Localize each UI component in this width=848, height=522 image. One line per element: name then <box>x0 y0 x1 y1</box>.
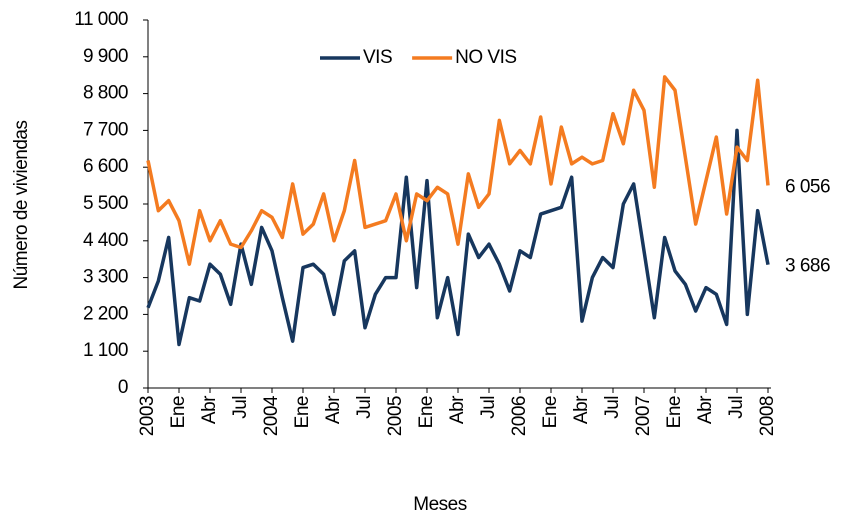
x-tick-label: Jul <box>602 396 623 419</box>
legend-label: VIS <box>363 47 392 68</box>
x-tick-label: 2007 <box>633 396 654 436</box>
x-tick-label: 2008 <box>757 396 778 436</box>
y-tick-label: 0 <box>118 377 128 398</box>
data-label: 6 056 <box>785 176 830 197</box>
x-tick-label: Ene <box>416 396 437 428</box>
y-tick-label: 3 300 <box>83 267 128 288</box>
x-tick-label: Jul <box>354 396 375 419</box>
y-axis-title: Número de viviendas <box>11 121 32 290</box>
x-tick-label: Jul <box>726 396 747 419</box>
x-tick-label: Ene <box>292 396 313 428</box>
x-tick-label: Jul <box>230 396 251 419</box>
y-tick-label: 11 000 <box>74 9 128 30</box>
x-tick-label: Abr <box>199 395 220 424</box>
y-tick-label: 2 200 <box>83 303 128 324</box>
x-tick-label: Jul <box>478 396 499 419</box>
y-tick-label: 8 800 <box>83 83 128 104</box>
x-tick-label: Ene <box>664 396 685 428</box>
x-tick-label: Abr <box>323 395 344 424</box>
x-tick-label: 2006 <box>509 396 530 436</box>
data-label: 3 686 <box>785 256 830 277</box>
y-tick-label: 5 500 <box>83 193 128 214</box>
x-tick-label: Ene <box>168 396 189 428</box>
x-axis-title: Meses <box>413 494 466 515</box>
y-tick-label: 9 900 <box>83 46 128 67</box>
x-tick-label: 2003 <box>137 396 158 436</box>
x-tick-label: 2004 <box>261 395 282 436</box>
x-tick-label: Ene <box>540 396 561 428</box>
series-line <box>146 128 770 347</box>
y-tick-label: 6 600 <box>83 156 128 177</box>
y-tick-label: 1 100 <box>83 340 128 361</box>
y-tick-label: 4 400 <box>83 230 128 251</box>
x-tick-label: 2005 <box>385 396 406 436</box>
x-tick-label: Abr <box>447 395 468 424</box>
series-line <box>146 75 770 266</box>
legend-label: NO VIS <box>455 47 516 68</box>
y-tick-label: 7 700 <box>83 119 128 140</box>
x-tick-label: Abr <box>571 395 592 424</box>
x-tick-label: Abr <box>695 395 716 424</box>
